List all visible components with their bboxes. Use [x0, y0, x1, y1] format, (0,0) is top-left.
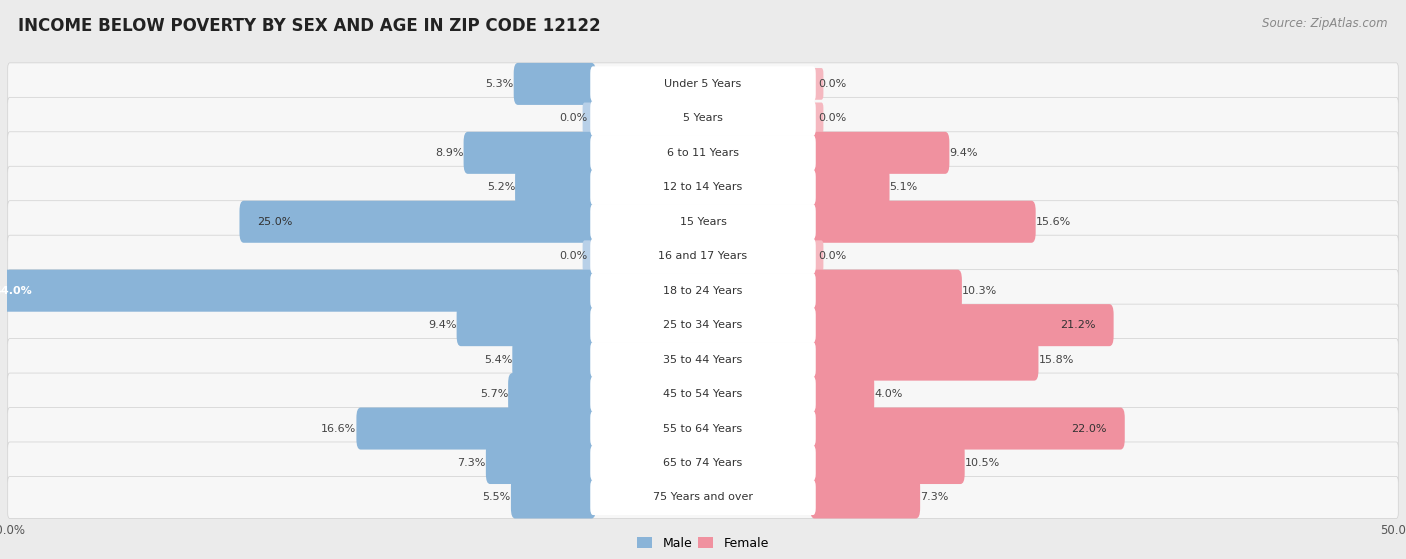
Text: 21.2%: 21.2%	[1060, 320, 1095, 330]
FancyBboxPatch shape	[591, 273, 815, 308]
Text: 0.0%: 0.0%	[818, 251, 846, 261]
Text: 75 Years and over: 75 Years and over	[652, 492, 754, 503]
FancyBboxPatch shape	[7, 97, 1399, 139]
Text: 10.5%: 10.5%	[965, 458, 1000, 468]
FancyBboxPatch shape	[510, 476, 596, 519]
FancyBboxPatch shape	[591, 377, 815, 411]
Text: 0.0%: 0.0%	[818, 79, 846, 89]
Text: 5 Years: 5 Years	[683, 113, 723, 124]
Text: 65 to 74 Years: 65 to 74 Years	[664, 458, 742, 468]
Text: 45 to 54 Years: 45 to 54 Years	[664, 389, 742, 399]
FancyBboxPatch shape	[810, 304, 1114, 346]
Text: 7.3%: 7.3%	[457, 458, 486, 468]
FancyBboxPatch shape	[591, 135, 815, 170]
Text: 9.4%: 9.4%	[427, 320, 457, 330]
Text: 9.4%: 9.4%	[949, 148, 979, 158]
Text: 15.8%: 15.8%	[1039, 354, 1074, 364]
Text: 15.6%: 15.6%	[1036, 217, 1071, 227]
FancyBboxPatch shape	[582, 240, 593, 272]
Text: 0.0%: 0.0%	[560, 251, 588, 261]
Text: 5.7%: 5.7%	[479, 389, 508, 399]
Text: 44.0%: 44.0%	[0, 286, 32, 296]
FancyBboxPatch shape	[7, 408, 1399, 449]
FancyBboxPatch shape	[7, 339, 1399, 381]
FancyBboxPatch shape	[512, 339, 596, 381]
Text: Source: ZipAtlas.com: Source: ZipAtlas.com	[1263, 17, 1388, 30]
Text: 0.0%: 0.0%	[818, 113, 846, 124]
Text: 25.0%: 25.0%	[257, 217, 292, 227]
FancyBboxPatch shape	[515, 166, 596, 209]
FancyBboxPatch shape	[813, 240, 824, 272]
FancyBboxPatch shape	[810, 201, 1036, 243]
FancyBboxPatch shape	[513, 63, 596, 105]
FancyBboxPatch shape	[810, 269, 962, 312]
FancyBboxPatch shape	[591, 342, 815, 377]
FancyBboxPatch shape	[591, 480, 815, 515]
FancyBboxPatch shape	[0, 269, 596, 312]
FancyBboxPatch shape	[810, 166, 890, 209]
FancyBboxPatch shape	[813, 102, 824, 134]
FancyBboxPatch shape	[582, 102, 593, 134]
FancyBboxPatch shape	[7, 235, 1399, 277]
FancyBboxPatch shape	[810, 408, 1125, 449]
FancyBboxPatch shape	[7, 304, 1399, 346]
Text: 5.5%: 5.5%	[482, 492, 510, 503]
Text: 18 to 24 Years: 18 to 24 Years	[664, 286, 742, 296]
Text: 16 and 17 Years: 16 and 17 Years	[658, 251, 748, 261]
FancyBboxPatch shape	[591, 446, 815, 481]
Text: 15 Years: 15 Years	[679, 217, 727, 227]
FancyBboxPatch shape	[810, 476, 920, 519]
Text: 10.3%: 10.3%	[962, 286, 997, 296]
Text: 0.0%: 0.0%	[560, 113, 588, 124]
FancyBboxPatch shape	[591, 307, 815, 343]
Text: 5.1%: 5.1%	[890, 182, 918, 192]
FancyBboxPatch shape	[7, 63, 1399, 105]
FancyBboxPatch shape	[7, 442, 1399, 484]
FancyBboxPatch shape	[591, 411, 815, 446]
Text: 25 to 34 Years: 25 to 34 Years	[664, 320, 742, 330]
Text: 6 to 11 Years: 6 to 11 Years	[666, 148, 740, 158]
FancyBboxPatch shape	[356, 408, 596, 449]
FancyBboxPatch shape	[7, 476, 1399, 519]
FancyBboxPatch shape	[810, 373, 875, 415]
FancyBboxPatch shape	[591, 67, 815, 102]
FancyBboxPatch shape	[457, 304, 596, 346]
FancyBboxPatch shape	[591, 170, 815, 205]
Text: INCOME BELOW POVERTY BY SEX AND AGE IN ZIP CODE 12122: INCOME BELOW POVERTY BY SEX AND AGE IN Z…	[18, 17, 600, 35]
Text: 5.2%: 5.2%	[486, 182, 515, 192]
FancyBboxPatch shape	[7, 166, 1399, 209]
Text: 16.6%: 16.6%	[321, 424, 356, 434]
FancyBboxPatch shape	[239, 201, 596, 243]
Text: 22.0%: 22.0%	[1071, 424, 1107, 434]
FancyBboxPatch shape	[7, 373, 1399, 415]
Text: 35 to 44 Years: 35 to 44 Years	[664, 354, 742, 364]
Text: 5.4%: 5.4%	[484, 354, 512, 364]
Text: 55 to 64 Years: 55 to 64 Years	[664, 424, 742, 434]
Legend: Male, Female: Male, Female	[633, 532, 773, 555]
Text: 12 to 14 Years: 12 to 14 Years	[664, 182, 742, 192]
FancyBboxPatch shape	[7, 132, 1399, 174]
FancyBboxPatch shape	[464, 132, 596, 174]
FancyBboxPatch shape	[7, 269, 1399, 312]
Text: 5.3%: 5.3%	[485, 79, 513, 89]
Text: 7.3%: 7.3%	[920, 492, 949, 503]
FancyBboxPatch shape	[810, 132, 949, 174]
FancyBboxPatch shape	[810, 339, 1039, 381]
FancyBboxPatch shape	[810, 442, 965, 484]
Text: 4.0%: 4.0%	[875, 389, 903, 399]
FancyBboxPatch shape	[591, 239, 815, 274]
FancyBboxPatch shape	[508, 373, 596, 415]
FancyBboxPatch shape	[591, 204, 815, 239]
Text: 8.9%: 8.9%	[434, 148, 464, 158]
FancyBboxPatch shape	[813, 68, 824, 100]
FancyBboxPatch shape	[7, 201, 1399, 243]
Text: Under 5 Years: Under 5 Years	[665, 79, 741, 89]
FancyBboxPatch shape	[486, 442, 596, 484]
FancyBboxPatch shape	[591, 101, 815, 136]
